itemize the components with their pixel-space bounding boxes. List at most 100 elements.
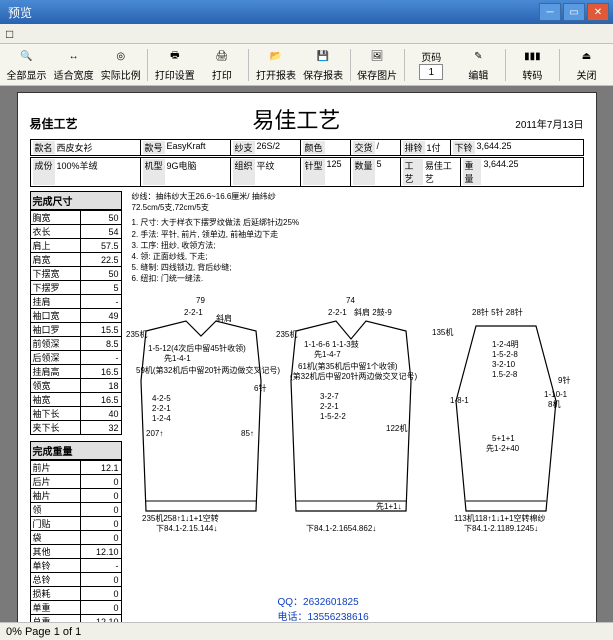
preview-canvas[interactable]: 易佳工艺 易佳工艺 2011年7月13日 款名西皮女衫款号EasyKraft纱支…: [0, 86, 613, 622]
encode-button[interactable]: ▮▮▮转码: [510, 46, 555, 84]
minimize-button[interactable]: ─: [539, 3, 561, 21]
note-line: 3. 工序: 扭纱, 收领方法;: [132, 240, 584, 251]
table-row: 领宽18: [30, 379, 121, 393]
info-value: 5: [375, 159, 382, 185]
info-value: /: [375, 141, 380, 154]
note-line: 1. 尺寸: 大于样衣下摆罗纹做法 后延绑针边25%: [132, 217, 584, 228]
barcode-icon: ▮▮▮: [523, 48, 541, 66]
print-setup-icon: 🖶: [166, 48, 184, 66]
print-setup-button[interactable]: 🖶打印设置: [152, 46, 197, 84]
table-cell: -: [80, 351, 121, 365]
table-row: 单铃-: [30, 559, 121, 573]
svg-text:1-5-12(4次后中留45针收领): 1-5-12(4次后中留45针收领): [148, 343, 246, 353]
svg-text:135机: 135机: [432, 327, 453, 337]
info-cell: 款号EasyKraft: [141, 140, 231, 155]
maximize-button[interactable]: ▭: [563, 3, 585, 21]
table-cell: 57.5: [80, 239, 121, 253]
info-value: EasyKraft: [165, 141, 206, 154]
svg-text:8机: 8机: [548, 399, 560, 409]
svg-text:79: 79: [196, 296, 205, 305]
info-value: 3,644.25: [481, 159, 518, 185]
svg-text:1-1-6-6 1-1-3鼓: 1-1-6-6 1-1-3鼓: [304, 339, 359, 349]
table-row: 肩上57.5: [30, 239, 121, 253]
info-label: 数量: [353, 159, 375, 185]
table-row: 夹下长32: [30, 421, 121, 435]
table-cell: 12.1: [80, 461, 121, 475]
menu-item[interactable]: □: [6, 27, 13, 41]
note-line: 4. 领: 正面纱线, 下走;: [132, 251, 584, 262]
info-label: 颜色: [303, 141, 325, 154]
print-button[interactable]: 🖨打印: [199, 46, 244, 84]
table-cell: 门贴: [30, 517, 80, 531]
table-cell: 50: [80, 211, 121, 225]
table-row: 袖口罗15.5: [30, 323, 121, 337]
specs1-header: 完成尺寸: [30, 191, 122, 210]
svg-text:61机(第35机后中留1个收领): 61机(第35机后中留1个收领): [298, 361, 398, 371]
info-label: 重量: [463, 159, 482, 185]
table-cell: 16.5: [80, 365, 121, 379]
svg-text:6针: 6针: [254, 383, 266, 393]
table-row: 单重0: [30, 601, 121, 615]
info-label: 款号: [143, 141, 165, 154]
contact-info: QQ：2632601825 电话：13556238616: [278, 593, 369, 622]
info-row-2: 成份100%羊绒机型9G电脑组织平纹针型125数量5工艺易佳工艺重量3,644.…: [30, 157, 584, 187]
open-report-button[interactable]: 📂打开报表: [253, 46, 298, 84]
table-cell: 0: [80, 601, 121, 615]
svg-text:先1-4-1: 先1-4-1: [164, 353, 191, 363]
info-label: 款名: [33, 141, 55, 154]
svg-text:85↑: 85↑: [241, 429, 254, 438]
table-row: 损耗0: [30, 587, 121, 601]
table-cell: 单铃: [30, 559, 80, 573]
page-input[interactable]: [419, 64, 443, 80]
svg-text:1-10-1: 1-10-1: [544, 390, 568, 399]
svg-text:59机(第32机后中留20针两边做交叉记号): 59机(第32机后中留20针两边做交叉记号): [136, 365, 280, 375]
table-row: 挂肩高16.5: [30, 365, 121, 379]
table-cell: 单重: [30, 601, 80, 615]
table-cell: 袋: [30, 531, 80, 545]
left-column: 完成尺寸 胸宽50衣长54肩上57.5肩宽22.5下摆宽50下摆罗5挂肩- 袖口…: [30, 191, 122, 622]
note-line: 纱线：抽纬纱大王26.6~16.6厘米/ 抽纬纱: [132, 191, 584, 202]
svg-text:2-2-1: 2-2-1: [328, 308, 347, 317]
svg-text:235机: 235机: [276, 329, 297, 339]
info-value: 125: [325, 159, 342, 185]
info-value: 100%羊绒: [55, 159, 98, 185]
table-cell: 袖片: [30, 489, 80, 503]
table-cell: 22.5: [80, 253, 121, 267]
info-cell: 针型125: [301, 158, 351, 186]
svg-text:先1-4-7: 先1-4-7: [314, 349, 341, 359]
edit-button[interactable]: ✎编辑: [456, 46, 501, 84]
table-row: 总重12.10: [30, 615, 121, 623]
table-cell: 40: [80, 407, 121, 421]
table-cell: 前领深: [30, 337, 80, 351]
save-report-button[interactable]: 💾保存报表: [301, 46, 346, 84]
window-buttons: ─ ▭ ✕: [539, 3, 609, 21]
info-cell: 成份100%羊绒: [31, 158, 141, 186]
fit-width-button[interactable]: ↔适合宽度: [51, 46, 96, 84]
table-row: 挂肩-: [30, 295, 121, 309]
table-cell: 挂肩: [30, 295, 80, 309]
separator: [559, 49, 560, 81]
svg-text:235机258↑1↓1+1空转: 235机258↑1↓1+1空转: [142, 513, 219, 523]
info-cell: 组织平纹: [231, 158, 301, 186]
info-label: 工艺: [403, 159, 423, 185]
note-line: 72.5cm/5支,72cm/5支: [132, 202, 584, 213]
close-preview-button[interactable]: ⏏关闭: [564, 46, 609, 84]
save-image-button[interactable]: 🖼保存图片: [355, 46, 400, 84]
close-button[interactable]: ✕: [587, 3, 609, 21]
info-value: [325, 141, 327, 154]
info-value: 平纹: [255, 159, 275, 185]
doc-header: 易佳工艺 易佳工艺 2011年7月13日: [30, 103, 584, 135]
table-cell: 0: [80, 573, 121, 587]
info-label: 交货: [353, 141, 375, 154]
note-line: 2. 手法: 平针, 前片, 领单边, 前袖单边下走: [132, 229, 584, 240]
svg-text:下84.1-2.1189.1245↓: 下84.1-2.1189.1245↓: [464, 524, 538, 533]
info-value: 26S/2: [255, 141, 281, 154]
show-all-button[interactable]: 🔍全部显示: [4, 46, 49, 84]
table-row: 下摆宽50: [30, 267, 121, 281]
doc-title: 易佳工艺: [78, 103, 516, 135]
table-cell: 12.10: [80, 545, 121, 559]
table-cell: 0: [80, 475, 121, 489]
document-page: 易佳工艺 易佳工艺 2011年7月13日 款名西皮女衫款号EasyKraft纱支…: [17, 92, 597, 622]
actual-size-button[interactable]: ◎实际比例: [98, 46, 143, 84]
table-row: 总铃0: [30, 573, 121, 587]
